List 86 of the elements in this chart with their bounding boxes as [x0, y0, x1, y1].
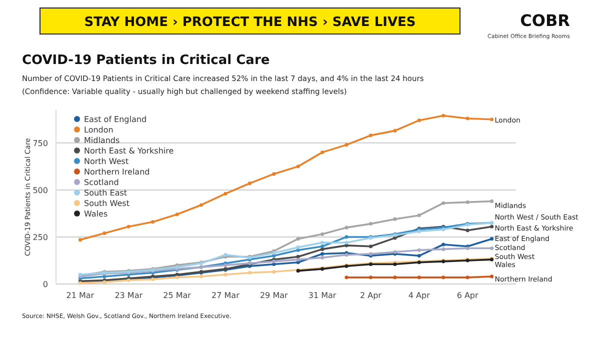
point [248, 182, 252, 186]
point [368, 276, 373, 280]
point [78, 238, 82, 242]
point [320, 256, 324, 260]
legend-label: Northern Ireland [84, 168, 150, 176]
point [126, 224, 130, 228]
point [490, 199, 494, 204]
point [296, 246, 300, 250]
point [296, 237, 300, 241]
point [393, 128, 397, 132]
point [272, 254, 276, 258]
point [442, 247, 446, 251]
point [320, 232, 324, 236]
point [296, 258, 300, 262]
point [417, 276, 421, 280]
legend-label: Midlands [84, 136, 120, 145]
y-tick-label: 0 [42, 280, 48, 289]
point [442, 276, 446, 280]
point [368, 222, 373, 226]
point [393, 217, 397, 221]
point [344, 235, 348, 239]
point [199, 203, 204, 207]
point [320, 244, 324, 248]
legend-label: North East & Yorkshire [84, 146, 174, 156]
point [296, 248, 300, 252]
point [417, 248, 421, 252]
point [224, 192, 228, 196]
point [224, 272, 228, 276]
point [417, 214, 421, 218]
point [368, 134, 373, 138]
point [417, 254, 421, 258]
point [151, 220, 155, 224]
point [320, 150, 324, 154]
text: STAY HOME › PROTECT THE NHS › SAVE LIVES [84, 15, 416, 30]
point [466, 116, 470, 120]
legend-label: South East [84, 188, 128, 198]
x-tick-label: 25 Mar [163, 291, 192, 300]
legend-label: London [84, 126, 114, 134]
x-tick-label: 27 Mar [212, 291, 240, 300]
point [442, 201, 446, 205]
point [320, 252, 324, 256]
point [393, 276, 397, 280]
point [272, 270, 276, 274]
point [490, 274, 494, 278]
point [344, 143, 348, 147]
point [490, 246, 494, 250]
point [490, 237, 494, 241]
point [442, 242, 446, 246]
point [344, 226, 348, 230]
legend-label: South West [84, 199, 130, 208]
point [344, 240, 348, 244]
point [466, 200, 470, 204]
point [344, 276, 348, 280]
point [102, 231, 106, 236]
point [199, 274, 204, 278]
point [248, 270, 252, 275]
text: COBR [520, 11, 570, 30]
x-tick-label: 4 Apr [408, 291, 431, 300]
point [466, 228, 470, 232]
y-tick-label: 500 [32, 186, 48, 195]
point [442, 114, 446, 118]
x-tick-label: 2 Apr [360, 291, 382, 300]
y-tick-label: 750 [32, 138, 48, 148]
x-tick-label: 6 Apr [456, 291, 480, 300]
y-tick-label: 250 [32, 232, 48, 242]
x-tick-label: 21 Mar [66, 291, 95, 300]
point [175, 212, 179, 216]
legend-label: Scotland [84, 178, 119, 187]
point [417, 118, 421, 122]
point [368, 244, 373, 248]
point [296, 164, 300, 168]
point [320, 247, 324, 251]
point [296, 254, 300, 259]
point [490, 118, 494, 122]
legend-label: East of England [84, 115, 147, 124]
x-tick-label: 29 Mar [260, 291, 289, 300]
chart-title: COVID-19 Patients in Critical Care [22, 53, 270, 68]
point [490, 224, 494, 228]
legend-label: North West [84, 157, 129, 166]
point [466, 276, 470, 280]
point [320, 240, 324, 244]
x-tick-label: 31 Mar [308, 291, 337, 300]
point [272, 172, 276, 176]
point [272, 262, 276, 266]
legend-label: Wales [84, 210, 108, 218]
x-tick-label: 23 Mar [114, 291, 144, 300]
